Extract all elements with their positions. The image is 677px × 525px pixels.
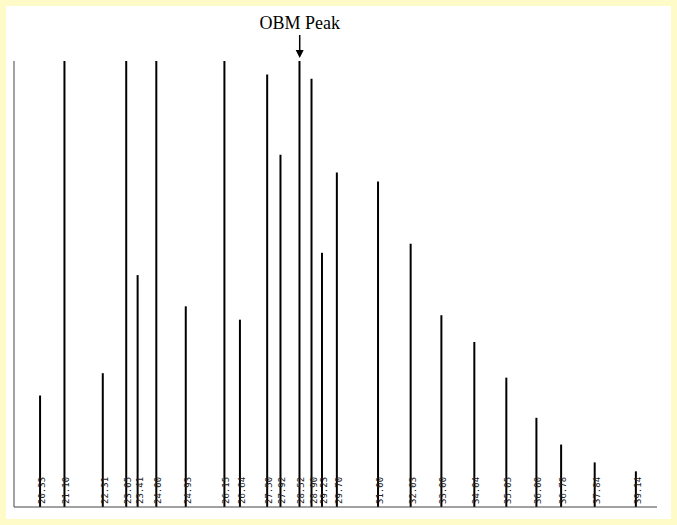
svg-text:21.10: 21.10 — [61, 477, 71, 504]
svg-text:28.90: 28.90 — [309, 477, 319, 504]
svg-text:23.05: 23.05 — [123, 477, 133, 504]
svg-text:27.92: 27.92 — [277, 477, 287, 504]
svg-text:31.00: 31.00 — [375, 477, 385, 504]
svg-text:20.33: 20.33 — [37, 477, 47, 504]
svg-text:33.00: 33.00 — [438, 477, 448, 504]
svg-text:26.64: 26.64 — [237, 477, 247, 504]
svg-text:OBM Peak: OBM Peak — [259, 13, 340, 33]
svg-text:35.05: 35.05 — [503, 477, 513, 504]
svg-text:27.50: 27.50 — [264, 477, 274, 504]
svg-text:36.00: 36.00 — [533, 477, 543, 504]
svg-text:37.84: 37.84 — [592, 477, 602, 504]
svg-text:36.78: 36.78 — [558, 477, 568, 504]
svg-text:23.41: 23.41 — [135, 477, 145, 504]
svg-text:29.70: 29.70 — [334, 477, 344, 504]
svg-text:29.23: 29.23 — [319, 477, 329, 504]
svg-text:24.00: 24.00 — [153, 477, 163, 504]
svg-text:39.14: 39.14 — [633, 477, 643, 504]
svg-text:28.52: 28.52 — [296, 477, 306, 504]
svg-text:24.93: 24.93 — [183, 477, 193, 504]
svg-text:34.04: 34.04 — [471, 477, 481, 504]
svg-text:32.03: 32.03 — [408, 477, 418, 504]
svg-text:22.31: 22.31 — [100, 477, 110, 504]
svg-text:26.15: 26.15 — [221, 477, 231, 504]
